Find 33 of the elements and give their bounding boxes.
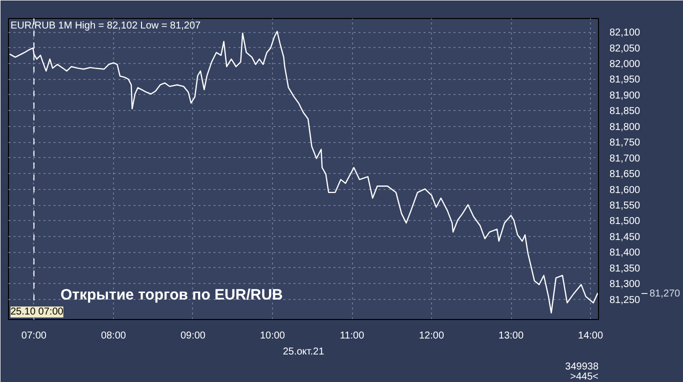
chart-title: EUR/RUB 1M High = 82,102 Low = 81,207 bbox=[10, 20, 202, 32]
text: >445< bbox=[570, 372, 599, 382]
y-tick-label: 81,250 bbox=[610, 294, 641, 306]
x-tick-label: 10:00 bbox=[260, 330, 286, 342]
x-tick-label: 12:00 bbox=[419, 330, 444, 342]
y-tick-label: 81,600 bbox=[610, 184, 641, 196]
ref-line-label: 25.10 07:00 bbox=[10, 306, 64, 318]
x-axis-title: 25.окт.21 bbox=[282, 346, 325, 358]
y-tick-label: 81,450 bbox=[610, 232, 641, 243]
x-tick-label: 14:00 bbox=[578, 330, 604, 342]
x-tick-label: 08:00 bbox=[100, 330, 126, 342]
y-tick-label: 81,400 bbox=[610, 248, 641, 259]
y-tick-label: 81,550 bbox=[610, 200, 641, 212]
y-tick-label: 81,800 bbox=[610, 122, 641, 133]
y-tick-label: 81,500 bbox=[610, 216, 641, 228]
x-tick-label: 11:00 bbox=[340, 330, 365, 342]
text: 81,270 bbox=[650, 288, 681, 300]
annotation: Открытие торгов по EUR/RUB bbox=[60, 286, 284, 304]
y-tick-label: 82,000 bbox=[610, 58, 641, 70]
x-tick-label: 07:00 bbox=[21, 330, 47, 342]
y-tick-label: 81,950 bbox=[610, 74, 641, 86]
y-tick-label: 81,850 bbox=[610, 106, 641, 118]
y-tick-label: 81,900 bbox=[610, 90, 641, 102]
x-tick-label: 13:00 bbox=[498, 330, 524, 342]
y-tick-label: 81,650 bbox=[610, 169, 641, 180]
y-tick-label: 81,750 bbox=[610, 138, 641, 149]
y-tick-label: 82,100 bbox=[610, 28, 641, 39]
text: 349938 bbox=[565, 362, 599, 372]
y-tick-label: 81,700 bbox=[610, 153, 641, 164]
x-tick-label: 09:00 bbox=[180, 330, 206, 342]
y-tick-label: 81,350 bbox=[610, 263, 641, 274]
y-tick-label: 82,050 bbox=[610, 43, 641, 54]
y-tick-label: 81,300 bbox=[610, 279, 641, 290]
